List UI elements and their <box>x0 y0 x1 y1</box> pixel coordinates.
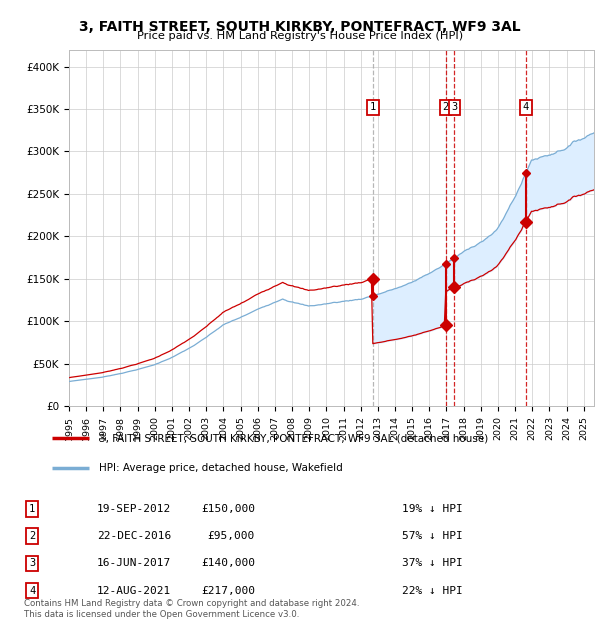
Text: 19-SEP-2012: 19-SEP-2012 <box>97 504 171 514</box>
Text: 22% ↓ HPI: 22% ↓ HPI <box>401 585 462 596</box>
Text: 2: 2 <box>443 102 449 112</box>
Text: 1: 1 <box>370 102 376 112</box>
Text: £150,000: £150,000 <box>201 504 255 514</box>
Text: 22-DEC-2016: 22-DEC-2016 <box>97 531 171 541</box>
Text: 3: 3 <box>451 102 457 112</box>
Text: £140,000: £140,000 <box>201 559 255 569</box>
Text: 2: 2 <box>29 531 35 541</box>
Text: 4: 4 <box>29 585 35 596</box>
Text: Price paid vs. HM Land Registry's House Price Index (HPI): Price paid vs. HM Land Registry's House … <box>137 31 463 41</box>
Text: 19% ↓ HPI: 19% ↓ HPI <box>401 504 462 514</box>
Text: £217,000: £217,000 <box>201 585 255 596</box>
Text: £95,000: £95,000 <box>208 531 255 541</box>
Text: 4: 4 <box>523 102 529 112</box>
Text: 37% ↓ HPI: 37% ↓ HPI <box>401 559 462 569</box>
Text: 3, FAITH STREET, SOUTH KIRKBY, PONTEFRACT, WF9 3AL: 3, FAITH STREET, SOUTH KIRKBY, PONTEFRAC… <box>79 20 521 34</box>
Text: 12-AUG-2021: 12-AUG-2021 <box>97 585 171 596</box>
Text: HPI: Average price, detached house, Wakefield: HPI: Average price, detached house, Wake… <box>100 463 343 472</box>
Text: 3, FAITH STREET, SOUTH KIRKBY, PONTEFRACT, WF9 3AL (detached house): 3, FAITH STREET, SOUTH KIRKBY, PONTEFRAC… <box>100 433 488 443</box>
Text: 3: 3 <box>29 559 35 569</box>
Text: 16-JUN-2017: 16-JUN-2017 <box>97 559 171 569</box>
Text: 1: 1 <box>29 504 35 514</box>
Text: 57% ↓ HPI: 57% ↓ HPI <box>401 531 462 541</box>
Text: Contains HM Land Registry data © Crown copyright and database right 2024.
This d: Contains HM Land Registry data © Crown c… <box>24 600 359 619</box>
